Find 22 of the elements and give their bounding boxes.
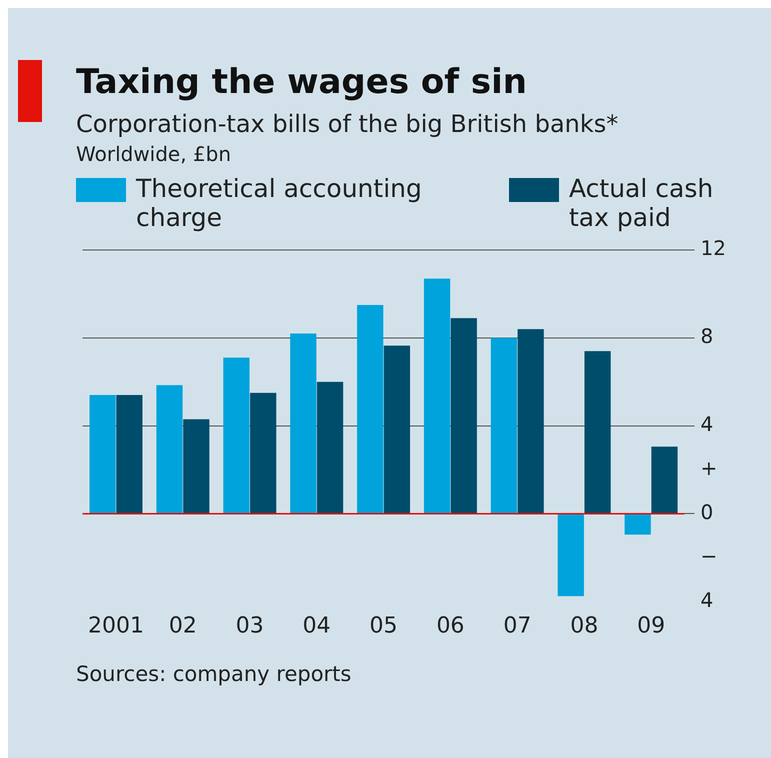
y-tick-label: 12 [700, 236, 726, 260]
x-tick-label: 09 [637, 614, 666, 639]
x-tick-label: 03 [236, 614, 264, 639]
y-tick-label: − [700, 544, 718, 568]
y-tick-label: 8 [700, 324, 714, 348]
legend-label: Theoretical accounting charge [136, 174, 423, 232]
legend-label: Actual cash tax paid [569, 174, 714, 232]
chart-title: Taxing the wages of sin [76, 61, 528, 104]
x-tick-label: 02 [168, 614, 197, 639]
y-tick-label: 0 [700, 500, 714, 524]
chart-subtitle: Corporation-tax bills of the big British banks* [76, 110, 620, 138]
y-axis-title: Worldwide, £bn [76, 142, 232, 166]
x-tick-label: 04 [302, 614, 331, 639]
y-tick-label: 4 [700, 588, 714, 612]
x-tick-label: 08 [570, 614, 598, 639]
x-tick-label: 05 [370, 614, 398, 639]
x-tick-label: 07 [503, 614, 532, 639]
source-note: Sources: company reports [76, 662, 352, 686]
y-tick-label: 4 [700, 412, 714, 436]
x-tick-label: 2001 [88, 614, 144, 639]
y-tick-label: + [700, 456, 718, 480]
x-tick-label: 06 [436, 614, 464, 639]
